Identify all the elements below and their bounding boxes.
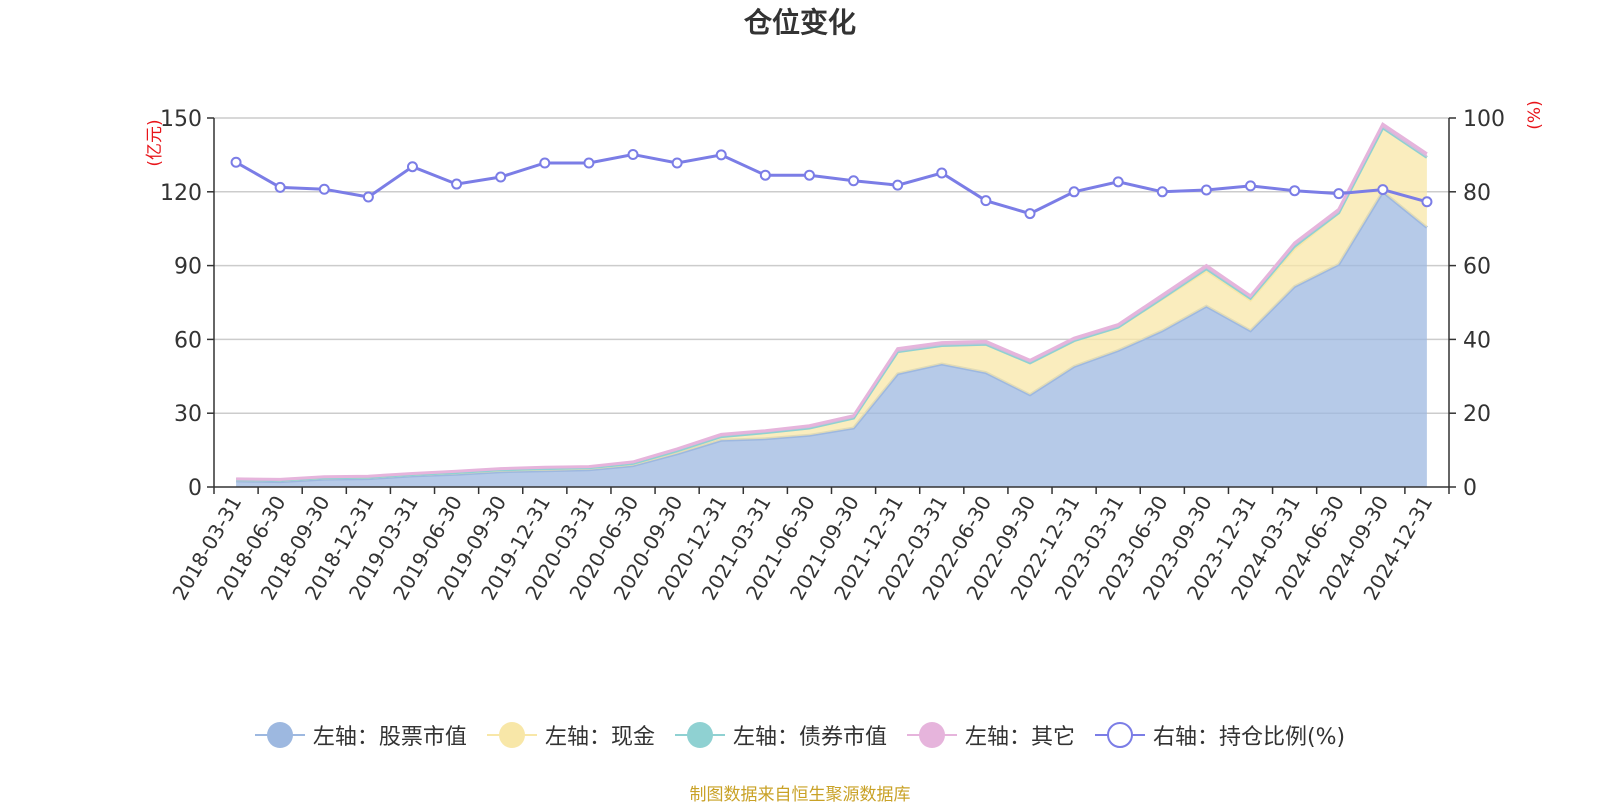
right-tick-label: 100 <box>1463 107 1505 132</box>
right-axis-unit: (%) <box>1525 100 1545 129</box>
legend-label: 左轴：股票市值 <box>312 725 467 750</box>
ratio-point[interactable] <box>583 157 595 169</box>
ratio-point[interactable] <box>451 178 463 190</box>
legend-marker-icon <box>674 722 725 748</box>
ratio-point[interactable] <box>1245 180 1257 192</box>
ratio-point[interactable] <box>671 157 683 169</box>
ratio-point[interactable] <box>936 167 948 179</box>
left-tick-label: 120 <box>160 181 202 206</box>
right-tick-label: 60 <box>1463 255 1491 280</box>
right-tick-label: 0 <box>1463 476 1477 501</box>
legend-label: 左轴：债券市值 <box>732 725 887 750</box>
ratio-point[interactable] <box>1024 208 1036 220</box>
line-series <box>230 149 1433 220</box>
ratio-point[interactable] <box>627 149 639 161</box>
legend-marker-icon <box>486 722 537 748</box>
right-tick-label: 40 <box>1463 328 1491 353</box>
ratio-point[interactable] <box>1112 176 1124 188</box>
ratio-point[interactable] <box>892 179 904 191</box>
ratio-point[interactable] <box>1377 184 1389 196</box>
area-edge-左轴：其它 <box>236 122 1428 481</box>
left-tick-label: 60 <box>174 328 202 353</box>
ratio-point[interactable] <box>539 157 551 169</box>
ratio-point[interactable] <box>1421 196 1433 208</box>
legend-item[interactable]: 右轴：持仓比例(%) <box>1094 719 1346 751</box>
legend-marker-icon <box>906 722 957 748</box>
source-note: 制图数据来自恒生聚源数据库 <box>689 785 911 805</box>
left-tick-label: 90 <box>174 255 202 280</box>
chart-title: 仓位变化 <box>744 6 856 39</box>
ratio-point[interactable] <box>980 195 992 207</box>
legend-item[interactable]: 左轴：债券市值 <box>674 719 887 751</box>
legend-label: 右轴：持仓比例(%) <box>1152 725 1346 750</box>
ratio-point[interactable] <box>362 191 374 203</box>
legend-item[interactable]: 左轴：现金 <box>486 719 655 751</box>
ratio-point[interactable] <box>1333 188 1345 200</box>
ratio-point[interactable] <box>274 181 286 193</box>
line-holding-ratio <box>235 152 1428 216</box>
ratio-point[interactable] <box>1068 186 1080 198</box>
left-tick-label: 30 <box>174 402 202 427</box>
ratio-point[interactable] <box>1156 186 1168 198</box>
legend-label: 左轴：现金 <box>544 725 655 750</box>
legend-marker-icon <box>1094 722 1145 748</box>
ratio-point[interactable] <box>406 161 418 173</box>
left-tick-label: 150 <box>160 107 202 132</box>
ratio-point[interactable] <box>848 175 860 187</box>
area-左轴：股票市值 <box>236 191 1427 488</box>
legend: 左轴：股票市值 左轴：现金 左轴：债券市值 左轴：其它 右轴：持仓比例(%) <box>0 719 1600 751</box>
legend-item[interactable]: 左轴：股票市值 <box>254 719 467 751</box>
left-axis-unit: (亿元) <box>145 119 165 166</box>
area-series <box>236 122 1428 488</box>
ratio-point[interactable] <box>318 183 330 195</box>
ratio-point[interactable] <box>495 171 507 183</box>
ratio-point[interactable] <box>1289 185 1301 197</box>
right-tick-label: 20 <box>1463 402 1491 427</box>
ratio-point[interactable] <box>230 156 242 168</box>
area-左轴：现金 <box>236 127 1427 482</box>
legend-item[interactable]: 左轴：其它 <box>906 719 1075 751</box>
left-tick-label: 0 <box>188 476 202 501</box>
legend-label: 左轴：其它 <box>964 725 1075 750</box>
ratio-point[interactable] <box>715 149 727 161</box>
ratio-point[interactable] <box>803 169 815 181</box>
right-tick-label: 80 <box>1463 181 1491 206</box>
ratio-point[interactable] <box>1200 184 1212 196</box>
ratio-point[interactable] <box>759 169 771 181</box>
legend-marker-icon <box>254 722 305 748</box>
